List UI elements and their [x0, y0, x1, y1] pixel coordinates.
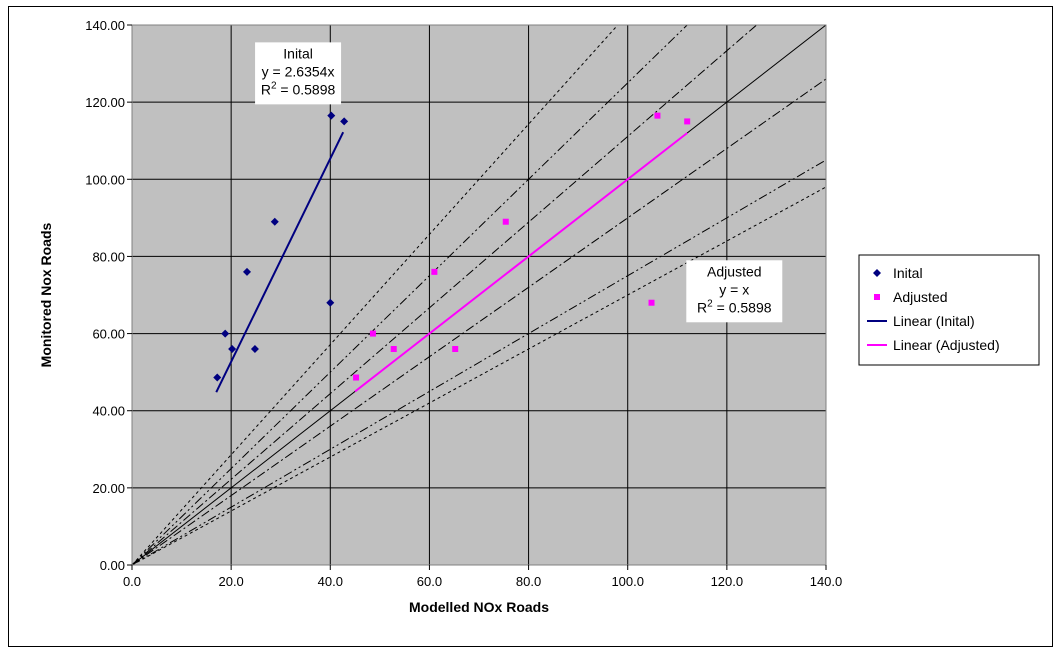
- trend-lines: [215, 131, 688, 393]
- x-tick-label: 140.0: [810, 574, 843, 589]
- legend-box: [858, 254, 1040, 366]
- trend-line-linear-inital: [215, 131, 345, 393]
- y-tick-label: 0.00: [100, 558, 125, 573]
- legend-marker-swatch: [874, 294, 880, 300]
- y-tick-labels: 0.00 20.00 40.00 60.00 80.00 100.00 120.00 140.…: [85, 18, 132, 573]
- point-inital: [326, 298, 335, 307]
- x-tick-label: 100.0: [611, 574, 644, 589]
- x-tick-label: 0.0: [123, 574, 141, 589]
- x-tick-label: 120.0: [711, 574, 744, 589]
- annotation-line: y = x: [719, 281, 749, 297]
- x-tick-label: 80.0: [516, 574, 541, 589]
- annotation-line: R2 = 0.5898: [261, 80, 336, 97]
- trend-line-linear-adjusted: [354, 132, 688, 393]
- legend-entry-adjusted: Adjusted: [874, 289, 947, 305]
- x-tick-label: 40.0: [318, 574, 343, 589]
- point-inital: [213, 373, 222, 382]
- point-inital: [270, 217, 279, 226]
- point-inital: [228, 345, 237, 353]
- legend-entry-linear-inital: Linear (Inital): [867, 313, 975, 329]
- legend-label: Linear (Inital): [893, 313, 975, 329]
- y-axis-label: Monitored Nox Roads: [38, 222, 54, 367]
- point-adjusted: [390, 346, 397, 352]
- y-tick-label: 100.00: [85, 172, 125, 187]
- legend-label: Linear (Adjusted): [893, 337, 1000, 353]
- x-tick-labels: 0.0 20.0 40.0 60.0 80.0 100.0 120.0 140.0: [123, 565, 842, 589]
- annotation-line: R2 = 0.5898: [697, 298, 772, 315]
- point-adjusted: [369, 330, 376, 337]
- y-tick-label: 80.00: [92, 249, 125, 264]
- legend: Inital Adjusted Linear (Inital) Linear (Adj…: [858, 254, 1040, 366]
- annotation-box: [686, 260, 783, 323]
- point-adjusted: [684, 118, 691, 125]
- legend-label: Inital: [893, 265, 923, 281]
- point-inital: [243, 267, 252, 276]
- scatter-chart: 0.0 20.0 40.0 60.0 80.0 100.0 120.0 140.0 0.00 2…: [38, 18, 1040, 615]
- point-adjusted: [353, 374, 360, 381]
- x-tick-label: 60.0: [417, 574, 442, 589]
- annotation-line: y = 2.6354x: [262, 63, 335, 79]
- reference-line-dotted: [132, 25, 619, 565]
- annotation-box: [255, 42, 342, 105]
- legend-label: Adjusted: [893, 289, 947, 305]
- y-tick-label: 140.00: [85, 18, 125, 33]
- annotation-line: Inital: [283, 45, 313, 61]
- data-points: [213, 111, 691, 382]
- y-tick-label: 20.00: [92, 481, 125, 496]
- point-adjusted: [502, 218, 509, 225]
- y-tick-label: 40.00: [92, 404, 125, 419]
- legend-entry-linear-adjusted: Linear (Adjusted): [867, 337, 1000, 353]
- point-adjusted: [648, 299, 655, 306]
- annotation-adjusted: Adjusted y = xR2 = 0.5898: [686, 260, 783, 323]
- legend-marker-swatch: [873, 269, 881, 277]
- point-inital: [221, 329, 230, 338]
- x-tick-label: 20.0: [218, 574, 243, 589]
- y-tick-label: 120.00: [85, 95, 125, 110]
- reference-line-dashdot: [132, 78, 826, 565]
- y-tick-label: 60.00: [92, 327, 125, 342]
- reference-line-dashdotdot: [132, 25, 688, 565]
- chart-frame: 0.0 20.0 40.0 60.0 80.0 100.0 120.0 140.0 0.00 2…: [8, 6, 1053, 647]
- point-adjusted: [654, 112, 661, 119]
- annotation-line: Adjusted: [707, 263, 761, 279]
- x-axis-label: Modelled NOx Roads: [409, 599, 549, 615]
- point-inital: [340, 117, 349, 126]
- plot-border: [131, 24, 827, 566]
- legend-entry-inital: Inital: [873, 265, 923, 281]
- point-inital: [250, 345, 259, 353]
- reference-line-dashdotdot: [132, 159, 826, 565]
- point-adjusted: [452, 346, 459, 352]
- point-inital: [327, 111, 336, 120]
- point-adjusted: [431, 268, 438, 275]
